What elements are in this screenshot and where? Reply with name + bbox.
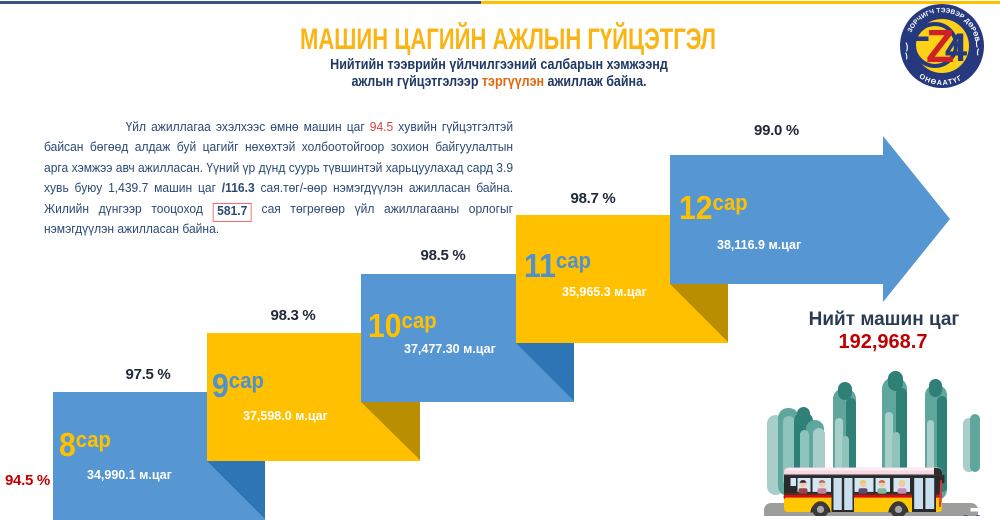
svg-text:Z: Z: [926, 20, 954, 72]
svg-text:4: 4: [945, 26, 968, 70]
